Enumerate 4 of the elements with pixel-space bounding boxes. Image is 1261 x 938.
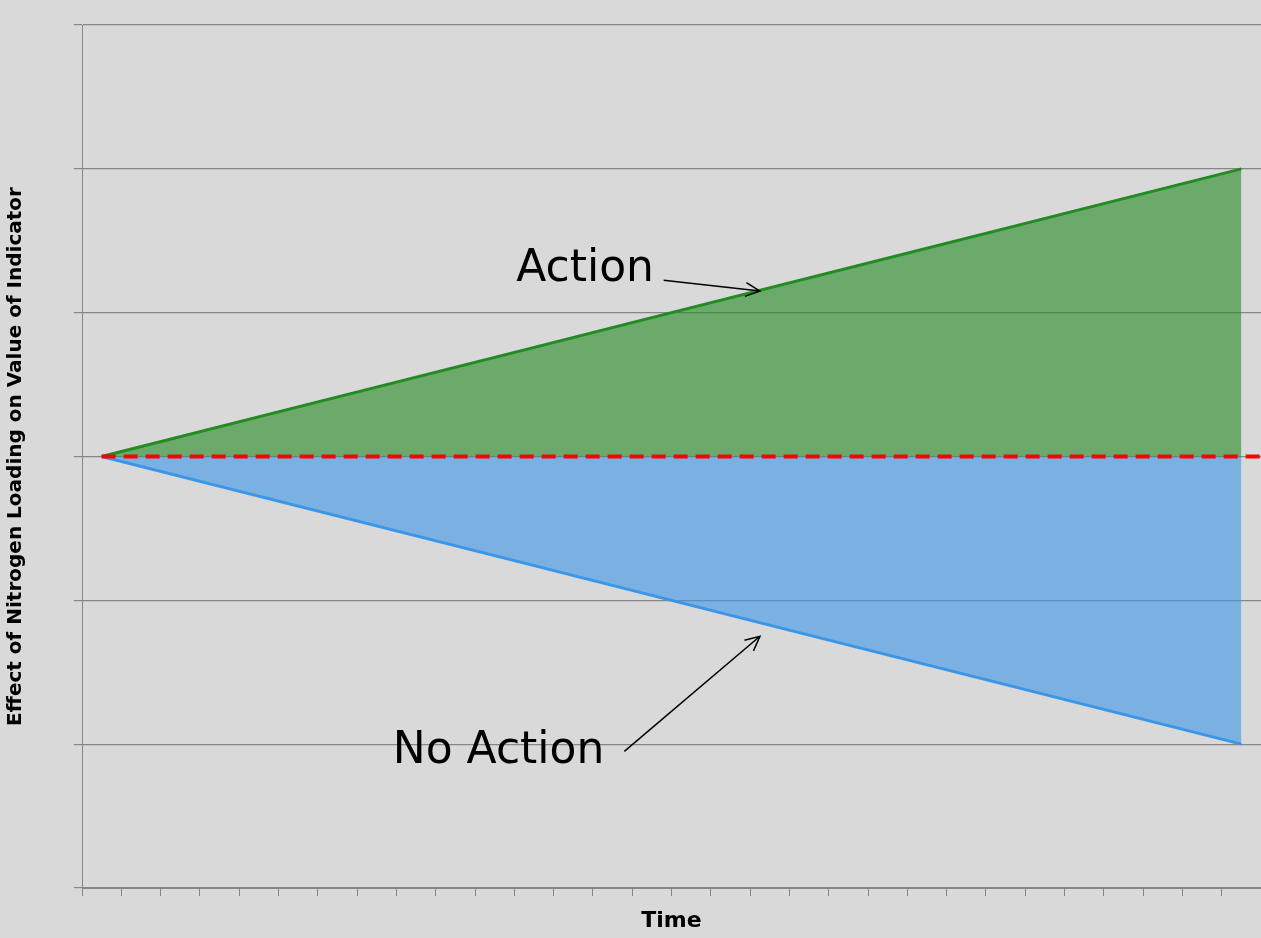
text: No Action — [392, 721, 605, 773]
x-axis-title: Time — [641, 906, 702, 932]
series-label: Action — [516, 239, 654, 291]
y-axis-title: Effect of Nitrogen Loading on Value of Indicator — [2, 186, 27, 726]
